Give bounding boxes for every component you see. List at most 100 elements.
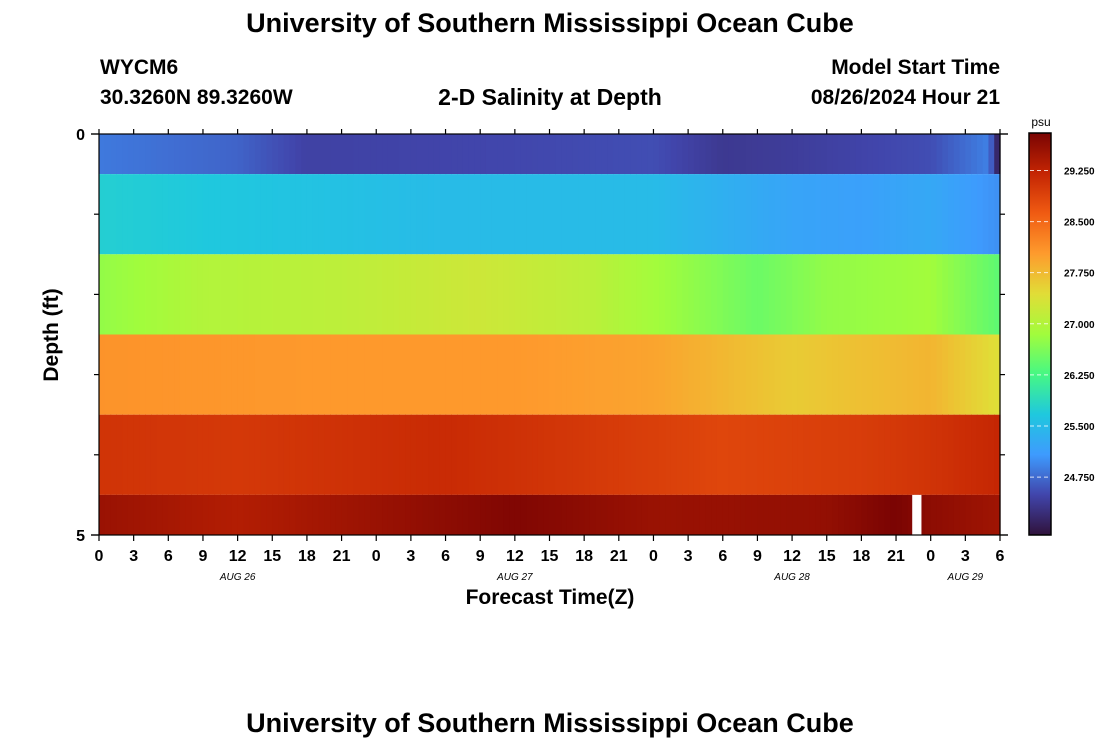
heat-cell-layer-3 xyxy=(555,254,562,335)
heat-cell-layer-2 xyxy=(901,174,909,255)
heat-cell-layer-1 xyxy=(272,134,279,175)
heat-cell-layer-3 xyxy=(324,254,331,335)
heat-cell-layer-5 xyxy=(376,414,383,495)
heat-cell-layer-1 xyxy=(555,134,562,175)
heat-cell-layer-4 xyxy=(982,334,990,415)
heat-cell-layer-6 xyxy=(503,494,510,535)
heat-cell-layer-1 xyxy=(208,134,216,175)
heat-cell-layer-1 xyxy=(468,134,476,175)
heat-cell-layer-6 xyxy=(127,494,135,535)
heat-cell-layer-5 xyxy=(312,414,320,495)
heat-cell-layer-3 xyxy=(341,254,348,335)
heat-cell-layer-5 xyxy=(272,414,279,495)
heat-cell-layer-5 xyxy=(745,414,753,495)
heat-cell-layer-5 xyxy=(405,414,412,495)
heat-cell-layer-2 xyxy=(670,174,678,255)
heat-cell-layer-1 xyxy=(318,134,325,175)
heat-cell-layer-4 xyxy=(145,334,152,415)
heat-cell-layer-1 xyxy=(439,134,447,175)
heat-cell-layer-4 xyxy=(110,334,117,415)
heat-cell-layer-4 xyxy=(503,334,510,415)
heat-cell-layer-2 xyxy=(844,174,851,255)
heat-cell-layer-6 xyxy=(278,494,285,535)
heat-cell-layer-5 xyxy=(422,414,429,495)
heat-cell-layer-4 xyxy=(480,334,487,415)
heat-cell-layer-6 xyxy=(792,494,799,535)
heat-cell-layer-3 xyxy=(330,254,337,335)
heat-cell-layer-6 xyxy=(705,494,712,535)
heat-cell-layer-5 xyxy=(855,414,862,495)
heat-cell-layer-3 xyxy=(751,254,759,335)
heat-cell-layer-5 xyxy=(179,414,187,495)
heat-cell-layer-3 xyxy=(208,254,216,335)
heat-cell-layer-5 xyxy=(867,414,874,495)
heat-cell-layer-4 xyxy=(768,334,776,415)
heat-cell-layer-5 xyxy=(347,414,354,495)
heat-cell-layer-2 xyxy=(636,174,643,255)
heat-cell-layer-6 xyxy=(919,494,926,535)
heat-cell-layer-3 xyxy=(150,254,158,335)
heat-cell-layer-3 xyxy=(601,254,608,335)
heat-cell-layer-2 xyxy=(826,174,834,255)
heat-cell-layer-2 xyxy=(555,174,562,255)
heat-cell-layer-1 xyxy=(364,134,372,175)
heat-cell-layer-4 xyxy=(774,334,782,415)
colorbar xyxy=(1028,132,1052,536)
heat-cell-layer-3 xyxy=(549,254,556,335)
heat-cell-layer-3 xyxy=(156,254,164,335)
heat-cell-layer-3 xyxy=(988,254,995,335)
heat-cell-layer-1 xyxy=(849,134,857,175)
heat-cell-layer-6 xyxy=(884,494,891,535)
heat-cell-layer-3 xyxy=(226,254,233,335)
heat-cell-layer-1 xyxy=(740,134,747,175)
heat-cell-layer-6 xyxy=(786,494,793,535)
heat-cell-layer-6 xyxy=(99,494,106,535)
heat-cell-layer-6 xyxy=(838,494,845,535)
heat-cell-layer-3 xyxy=(162,254,169,335)
heat-cell-layer-1 xyxy=(878,134,886,175)
heat-cell-layer-5 xyxy=(907,414,914,495)
heat-cell-layer-4 xyxy=(301,334,308,415)
heat-cell-layer-4 xyxy=(122,334,129,415)
heat-cell-layer-1 xyxy=(330,134,337,175)
heat-cell-layer-2 xyxy=(272,174,279,255)
x-tick-label: 6 xyxy=(996,548,1005,565)
heat-cell-layer-6 xyxy=(815,494,822,535)
heat-cell-layer-6 xyxy=(318,494,325,535)
heat-cell-layer-3 xyxy=(780,254,787,335)
heat-cell-layer-3 xyxy=(734,254,741,335)
heat-cell-layer-3 xyxy=(994,254,1001,335)
model-start-label: Model Start Time xyxy=(831,56,1000,79)
heat-cell-layer-2 xyxy=(659,174,666,255)
heat-cell-layer-5 xyxy=(341,414,348,495)
heat-cell-layer-2 xyxy=(474,174,481,255)
heat-cell-layer-6 xyxy=(451,494,458,535)
heat-cell-layer-2 xyxy=(422,174,429,255)
heat-cell-layer-2 xyxy=(335,174,343,255)
heat-cell-layer-4 xyxy=(716,334,724,415)
heat-cell-layer-3 xyxy=(116,254,123,335)
heat-cell-layer-2 xyxy=(982,174,990,255)
x-tick-label: 18 xyxy=(575,548,593,565)
heat-cell-layer-2 xyxy=(249,174,256,255)
heat-cell-layer-4 xyxy=(168,334,175,415)
heat-cell-layer-1 xyxy=(716,134,724,175)
heat-cell-layer-4 xyxy=(289,334,296,415)
heat-cell-layer-6 xyxy=(168,494,175,535)
heat-cell-layer-2 xyxy=(353,174,360,255)
heat-cell-layer-2 xyxy=(451,174,458,255)
heat-cell-layer-3 xyxy=(237,254,244,335)
x-tick-label: 18 xyxy=(852,548,870,565)
heat-cell-layer-4 xyxy=(226,334,233,415)
heat-cell-layer-4 xyxy=(393,334,400,415)
heat-cell-layer-5 xyxy=(665,414,672,495)
heat-cell-layer-5 xyxy=(295,414,302,495)
heat-cell-layer-4 xyxy=(370,334,377,415)
heat-cell-layer-2 xyxy=(428,174,435,255)
heat-cell-layer-4 xyxy=(913,334,920,415)
heat-cell-layer-2 xyxy=(289,174,296,255)
heat-cell-layer-1 xyxy=(110,134,117,175)
heat-cell-layer-3 xyxy=(653,254,660,335)
heat-cell-layer-5 xyxy=(861,414,868,495)
heat-cell-layer-3 xyxy=(306,254,314,335)
